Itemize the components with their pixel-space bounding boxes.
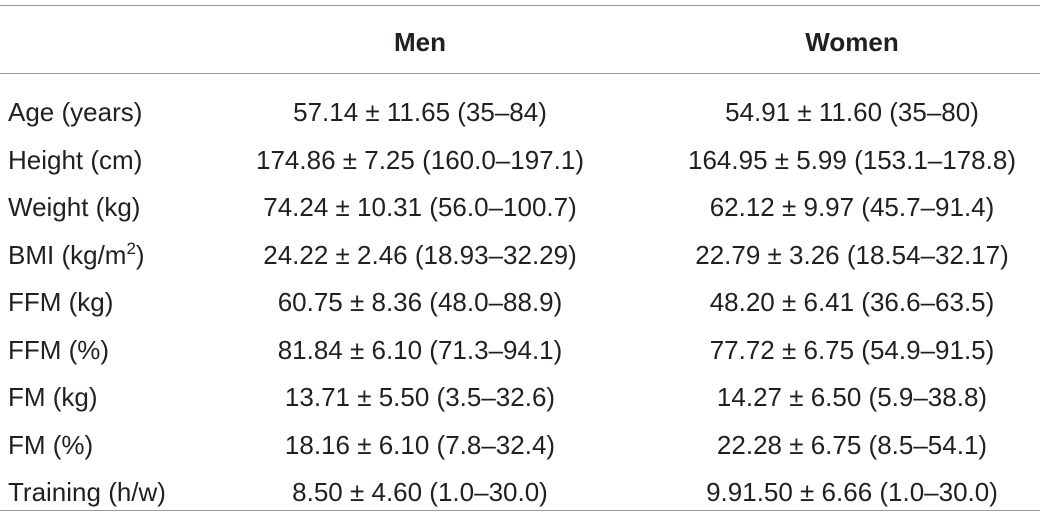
data-cell: 62.12 ± 9.97 (45.7–91.4) (709, 192, 995, 222)
row-label: FM (kg) (8, 381, 98, 413)
row-label: BMI (kg/m2) (8, 239, 145, 271)
label-text: Height (cm) (8, 144, 143, 175)
row-label: Age (years) (8, 96, 142, 128)
label-text: FM (kg) (8, 382, 98, 412)
data-cell: 60.75 ± 8.36 (48.0–88.9) (277, 287, 563, 317)
column-header: Women (805, 27, 899, 57)
data-cell: 22.28 ± 6.75 (8.5–54.1) (716, 429, 988, 460)
row-label: FFM (kg) (8, 286, 113, 318)
data-cell: 24.22 ± 2.46 (18.93–32.29) (263, 239, 577, 270)
data-cell: 164.95 ± 5.99 (153.1–178.8) (688, 144, 1016, 175)
label-text: Age (years) (8, 97, 143, 127)
data-cell: 22.79 ± 3.26 (18.54–32.17) (695, 239, 1009, 270)
label-text: FM (%) (8, 429, 94, 460)
data-cell: 77.72 ± 6.75 (54.9–91.5) (709, 334, 995, 365)
label-text: Weight (kg) (8, 192, 141, 222)
data-cell: 57.14 ± 11.65 (35–84) (293, 97, 547, 127)
label-text: BMI (kg/m (8, 239, 127, 270)
data-cell: 13.71 ± 5.50 (3.5–32.6) (284, 382, 556, 412)
row-label: Height (cm) (8, 144, 142, 176)
row-label: Training (h/w) (8, 476, 166, 508)
data-cell: 54.91 ± 11.60 (35–80) (725, 97, 979, 127)
label-text: Training (h/w) (8, 477, 166, 507)
label-text: FFM (%) (8, 334, 110, 365)
label-superscript: 2 (126, 238, 136, 258)
top-rule (0, 5, 1040, 6)
row-label: Weight (kg) (8, 191, 140, 223)
column-header: Men (394, 27, 446, 57)
data-cell: 174.86 ± 7.25 (160.0–197.1) (256, 144, 584, 175)
data-cell: 18.16 ± 6.10 (7.8–32.4) (284, 429, 556, 460)
bottom-rule (0, 510, 1040, 511)
data-cell: 9.91.50 ± 6.66 (1.0–30.0) (706, 477, 998, 507)
row-label: FFM (%) (8, 334, 109, 366)
row-label: FM (%) (8, 429, 93, 461)
data-cell: 48.20 ± 6.41 (36.6–63.5) (709, 287, 995, 317)
data-cell: 81.84 ± 6.10 (71.3–94.1) (277, 334, 563, 365)
data-cell: 14.27 ± 6.50 (5.9–38.8) (716, 382, 988, 412)
data-cell: 8.50 ± 4.60 (1.0–30.0) (292, 477, 548, 507)
header-rule (0, 73, 1040, 74)
data-cell: 74.24 ± 10.31 (56.0–100.7) (263, 192, 577, 222)
label-text: ) (135, 239, 145, 270)
label-text: FFM (kg) (8, 287, 114, 317)
